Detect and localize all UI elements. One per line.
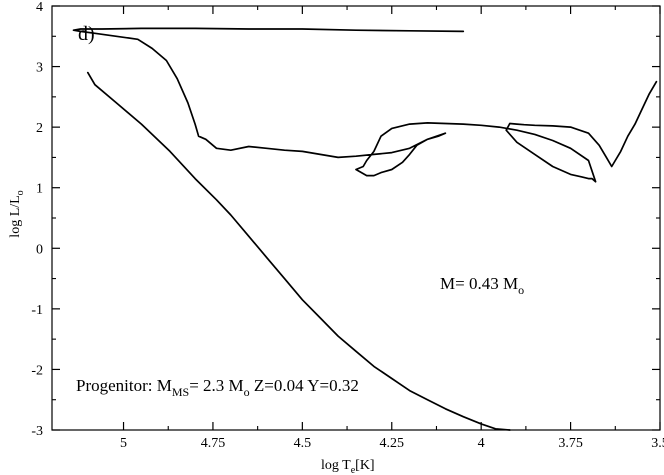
mass-annotation-main: M= 0.43 M xyxy=(440,274,518,293)
x-tick-label: 4 xyxy=(478,436,485,451)
track-series-2 xyxy=(86,71,511,431)
progenitor-part-c: Z=0.04 Y=0.32 xyxy=(250,376,359,395)
progenitor-annotation: Progenitor: MMS= 2.3 Mo Z=0.04 Y=0.32 xyxy=(76,376,359,399)
y-tick-label: 0 xyxy=(36,242,43,257)
x-tick-label: 4.25 xyxy=(380,436,405,451)
y-tick-label: 4 xyxy=(36,0,43,15)
y-tick-label: 2 xyxy=(36,121,43,136)
x-tick-label: 5 xyxy=(120,436,127,451)
y-tick-label: -3 xyxy=(31,424,43,439)
mass-annotation-sub: o xyxy=(518,283,524,297)
x-tick-label: 3.5 xyxy=(651,436,664,451)
x-axis-label-rest: [K] xyxy=(355,458,374,473)
progenitor-part-a: Progenitor: M xyxy=(76,376,172,395)
x-axis-label-sub: e xyxy=(351,465,356,475)
y-axis-label-main: log L/L xyxy=(8,195,23,237)
x-axis-label-main: log T xyxy=(321,458,351,473)
x-tick-label: 4.5 xyxy=(294,436,312,451)
y-tick-label: 3 xyxy=(36,61,43,76)
plot-frame xyxy=(51,5,661,431)
y-axis-ticks: 4 3 2 1 0 -1 -2 -3 xyxy=(31,0,660,439)
x-tick-label: 3.75 xyxy=(558,436,583,451)
y-axis-label-sub: o xyxy=(15,190,26,195)
panel-label: d) xyxy=(78,23,95,45)
progenitor-sub-o: o xyxy=(244,385,250,399)
progenitor-part-b: = 2.3 M xyxy=(189,376,243,395)
x-tick-label: 4.75 xyxy=(201,436,226,451)
y-tick-label: -1 xyxy=(31,303,43,318)
y-tick-label: 1 xyxy=(36,182,43,197)
y-tick-label: -2 xyxy=(31,363,43,378)
evolutionary-tracks xyxy=(72,27,658,431)
mass-annotation: M= 0.43 Mo xyxy=(440,274,524,297)
x-axis-label: log Te[K] xyxy=(321,458,375,475)
track-series-1 xyxy=(72,27,658,183)
x-axis-ticks: 5 4.75 4.5 4.25 4 3.75 3.5 xyxy=(120,6,664,451)
progenitor-sub-ms: MS xyxy=(172,385,189,399)
y-axis-label: log L/Lo xyxy=(8,190,26,237)
